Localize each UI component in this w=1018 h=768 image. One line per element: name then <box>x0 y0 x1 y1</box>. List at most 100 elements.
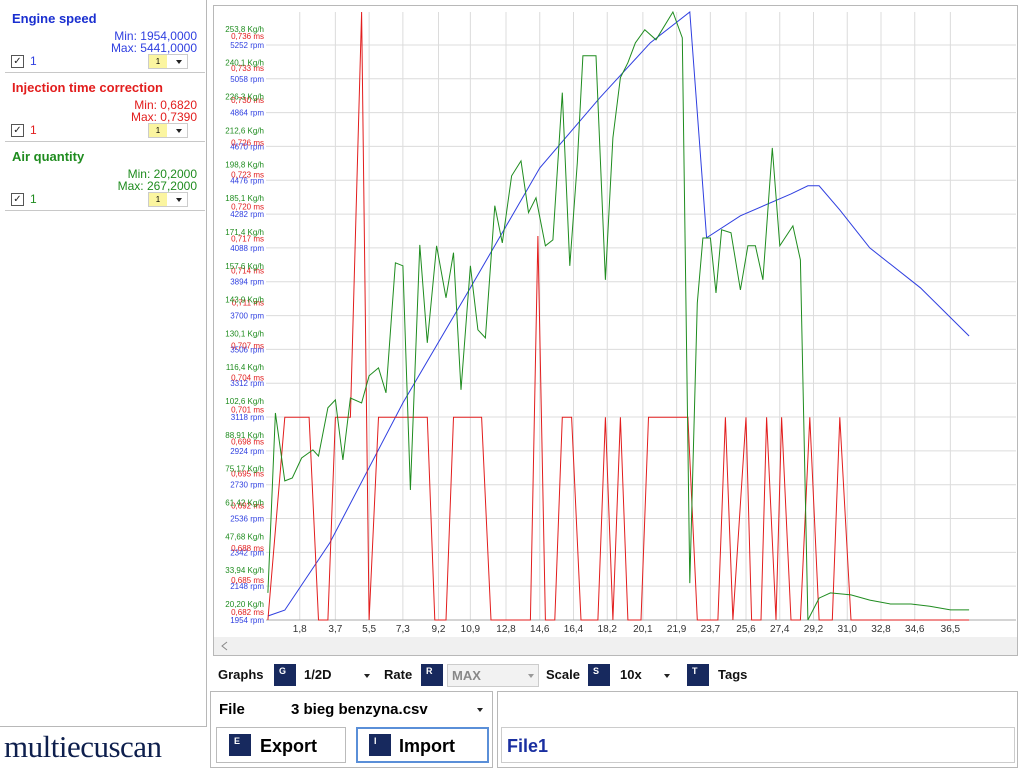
series-line <box>267 10 970 621</box>
import-button[interactable]: I Import <box>356 727 489 763</box>
checkbox[interactable]: ✓ <box>11 55 24 68</box>
key-badge: G <box>274 664 296 686</box>
y-tick-label: 3506 rpm <box>230 345 264 354</box>
y-tick-label: 88,91 Kg/h <box>225 431 264 440</box>
button-label: Import <box>399 736 455 756</box>
chart: 1954 rpm 2148 rpm 2342 rpm 2536 rpm 2730 rpm… <box>213 5 1018 656</box>
export-button[interactable]: E Export <box>216 727 346 763</box>
dropdown-value: 1 <box>149 193 167 206</box>
x-tick-label: 32,8 <box>871 624 891 635</box>
x-tick-label: 23,7 <box>701 624 721 635</box>
rate-select[interactable]: MAX <box>447 664 539 687</box>
y-tick-label: 0,736 ms <box>231 32 264 41</box>
graphs-value[interactable]: 1/2D <box>304 667 332 682</box>
x-tick-label: 12,8 <box>496 624 516 635</box>
y-tick-label: 0,688 ms <box>231 544 264 553</box>
channel-panel: Engine speed Min: 1954,0000 Max: 5441,00… <box>0 0 207 727</box>
key-badge: R <box>421 664 443 686</box>
button-label: Export <box>260 736 318 756</box>
y-tick-label: 0,717 ms <box>231 235 264 244</box>
x-tick-label: 25,6 <box>736 624 756 635</box>
logo: multiecuscan <box>4 729 162 764</box>
y-tick-label: 0,698 ms <box>231 437 264 446</box>
y-tick-label: 212,6 Kg/h <box>225 126 264 135</box>
x-tick-label: 21,9 <box>667 624 687 635</box>
checkbox-label: 1 <box>30 192 37 206</box>
y-tick-label: 2536 rpm <box>230 515 264 524</box>
x-tick-label: 1,8 <box>293 624 307 635</box>
tags-button[interactable]: Tags <box>718 667 748 682</box>
y-tick-label: 253,8 Kg/h <box>225 25 264 34</box>
x-tick-label: 7,3 <box>396 624 410 635</box>
scale-value[interactable]: 10x <box>620 667 642 682</box>
y-tick-label: 0,726 ms <box>231 139 264 148</box>
file-name-panel: File1 <box>497 691 1018 768</box>
y-tick-label: 75,17 Kg/h <box>225 465 264 474</box>
channel: Injection time correction Min: 0,6820 Ma… <box>5 74 205 142</box>
y-tick-label: 20,20 Kg/h <box>225 600 264 609</box>
channel-max: Max: 0,7390 <box>130 110 197 124</box>
y-tick-label: 5252 rpm <box>230 41 264 50</box>
scroll-left[interactable] <box>221 641 228 651</box>
x-tick-label: 34,6 <box>905 624 925 635</box>
checkbox-label: 1 <box>30 54 37 68</box>
y-tick-label: 3894 rpm <box>230 278 264 287</box>
y-tick-label: 4670 rpm <box>230 142 264 151</box>
y-tick-label: 0,707 ms <box>231 341 264 350</box>
y-tick-label: 0,704 ms <box>231 373 264 382</box>
y-tick-label: 61,42 Kg/h <box>225 499 264 508</box>
checkbox[interactable]: ✓ <box>11 124 24 137</box>
dropdown[interactable]: 1 <box>148 192 188 207</box>
dropdown-value: 1 <box>149 55 167 68</box>
y-tick-label: 0,701 ms <box>231 405 264 414</box>
y-tick-label: 185,1 Kg/h <box>225 194 264 203</box>
channel: Air quantity Min: 20,2000 Max: 267,2000 … <box>5 143 205 211</box>
dropdown[interactable]: 1 <box>148 54 188 69</box>
channel-max: Max: 267,2000 <box>117 179 197 193</box>
scrollbar[interactable] <box>214 637 1017 655</box>
checkbox-label: 1 <box>30 123 37 137</box>
file-name: File1 <box>507 736 549 756</box>
file-select[interactable]: 3 bieg benzyna.csv <box>291 701 428 718</box>
checkbox[interactable]: ✓ <box>11 193 24 206</box>
y-tick-label: 3312 rpm <box>230 379 264 388</box>
key-badge: E <box>229 734 251 756</box>
x-tick-label: 3,7 <box>328 624 342 635</box>
y-tick-label: 0,711 ms <box>232 299 264 308</box>
x-tick-label: 20,1 <box>633 624 653 635</box>
y-tick-label: 5058 rpm <box>230 75 264 84</box>
y-tick-label: 157,6 Kg/h <box>225 262 264 271</box>
x-tick-label: 36,5 <box>941 624 961 635</box>
x-tick-label: 31,0 <box>838 624 858 635</box>
key-badge: T <box>687 664 709 686</box>
y-tick-label: 130,1 Kg/h <box>225 329 264 338</box>
y-tick-label: 4476 rpm <box>230 176 264 185</box>
rate-value: MAX <box>452 668 481 683</box>
series-line <box>267 11 970 621</box>
x-tick-label: 16,4 <box>564 624 584 635</box>
channel-min: Min: 20,2000 <box>127 167 197 181</box>
y-tick-label: 0,723 ms <box>231 171 264 180</box>
channel-name: Air quantity <box>12 149 85 164</box>
y-tick-label: 198,8 Kg/h <box>225 160 264 169</box>
x-tick-label: 5,5 <box>362 624 376 635</box>
channel: Engine speed Min: 1954,0000 Max: 5441,00… <box>5 5 205 73</box>
label: Scale <box>546 667 580 682</box>
y-tick-label: 143,9 Kg/h <box>225 296 264 305</box>
x-tick-label: 9,2 <box>432 624 446 635</box>
y-tick-label: 2924 rpm <box>230 447 264 456</box>
y-tick-label: 240,1 Kg/h <box>225 59 264 68</box>
dropdown[interactable]: 1 <box>148 123 188 138</box>
y-tick-label: 226,3 Kg/h <box>225 93 264 102</box>
file-name-input[interactable]: File1 <box>501 727 1015 763</box>
channel-min: Min: 1954,0000 <box>114 29 197 43</box>
y-tick-label: 171,4 Kg/h <box>225 228 264 237</box>
y-tick-label: 47,68 Kg/h <box>225 532 264 541</box>
y-tick-label: 0,685 ms <box>231 576 264 585</box>
series-line <box>267 11 970 617</box>
y-tick-label: 33,94 Kg/h <box>225 566 264 575</box>
y-tick-label: 0,714 ms <box>231 267 264 276</box>
x-tick-label: 27,4 <box>770 624 790 635</box>
x-tick-label: 14,6 <box>530 624 550 635</box>
channel-name: Engine speed <box>12 11 97 26</box>
